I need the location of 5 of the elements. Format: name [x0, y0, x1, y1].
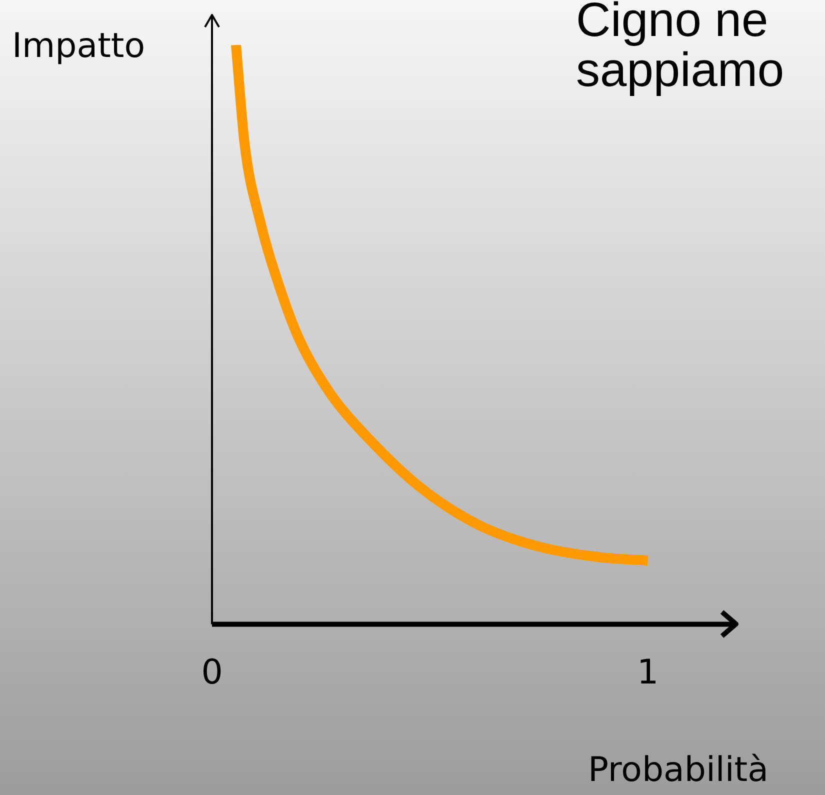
x-tick-label: 1: [637, 652, 659, 692]
x-tick-label: 0: [201, 652, 223, 692]
x-axis-title: Probabilità: [588, 750, 768, 790]
chart-title: Cigno ne: [576, 0, 770, 47]
y-axis-title: Impatto: [12, 26, 146, 66]
